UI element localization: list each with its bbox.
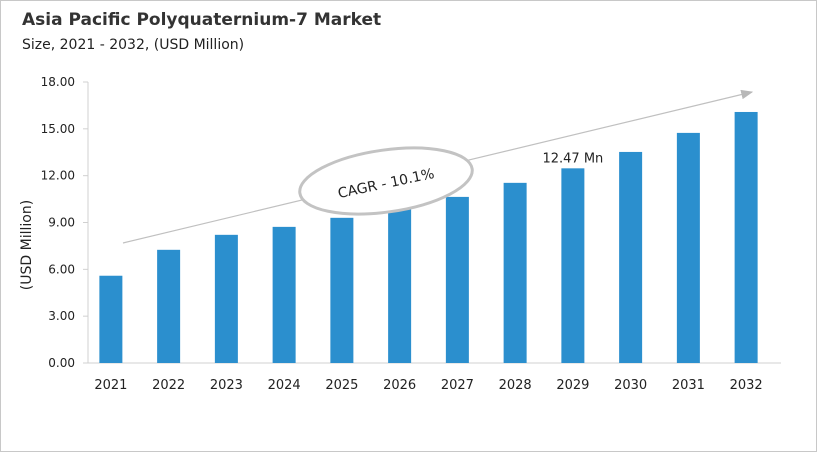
x-tick-label: 2031 bbox=[672, 378, 705, 393]
y-tick-label: 18.00 bbox=[41, 75, 75, 89]
bar-2031 bbox=[676, 132, 700, 363]
x-tick-label: 2021 bbox=[94, 378, 127, 393]
y-axis-label: (USD Million) bbox=[19, 200, 35, 290]
bar-2023 bbox=[214, 234, 238, 363]
x-tick-label: 2023 bbox=[210, 378, 243, 393]
x-tick-label: 2026 bbox=[383, 378, 416, 393]
y-tick-label: 15.00 bbox=[41, 122, 75, 136]
bar-2032 bbox=[734, 111, 758, 364]
bar-2025 bbox=[330, 217, 354, 363]
y-tick-label: 3.00 bbox=[48, 309, 75, 323]
bar-2022 bbox=[157, 249, 181, 363]
x-tick-label: 2029 bbox=[556, 378, 589, 393]
bar-2027 bbox=[445, 196, 469, 363]
x-tick-label: 2030 bbox=[614, 378, 647, 393]
y-tick-label: 12.00 bbox=[41, 169, 75, 183]
chart-title: Asia Pacific Polyquaternium-7 Market bbox=[22, 10, 382, 30]
bar-2021 bbox=[99, 275, 123, 363]
y-tick-label: 9.00 bbox=[48, 216, 75, 230]
bar-2029 bbox=[561, 168, 585, 363]
bar-2026 bbox=[388, 207, 412, 363]
bar-2024 bbox=[272, 226, 296, 363]
bar-2030 bbox=[619, 151, 643, 363]
x-tick-label: 2032 bbox=[730, 378, 763, 393]
x-tick-label: 2027 bbox=[441, 378, 474, 393]
cagr-ellipse bbox=[298, 146, 474, 216]
bar-2028 bbox=[503, 182, 527, 363]
x-tick-label: 2028 bbox=[499, 378, 532, 393]
value-label: 12.47 Mn bbox=[542, 151, 603, 166]
chart-subtitle: Size, 2021 - 2032, (USD Million) bbox=[22, 37, 245, 53]
y-tick-label: 0.00 bbox=[48, 356, 75, 370]
x-tick-label: 2025 bbox=[325, 378, 358, 393]
y-tick-label: 6.00 bbox=[48, 262, 75, 276]
x-tick-label: 2022 bbox=[152, 378, 185, 393]
x-tick-label: 2024 bbox=[268, 378, 301, 393]
